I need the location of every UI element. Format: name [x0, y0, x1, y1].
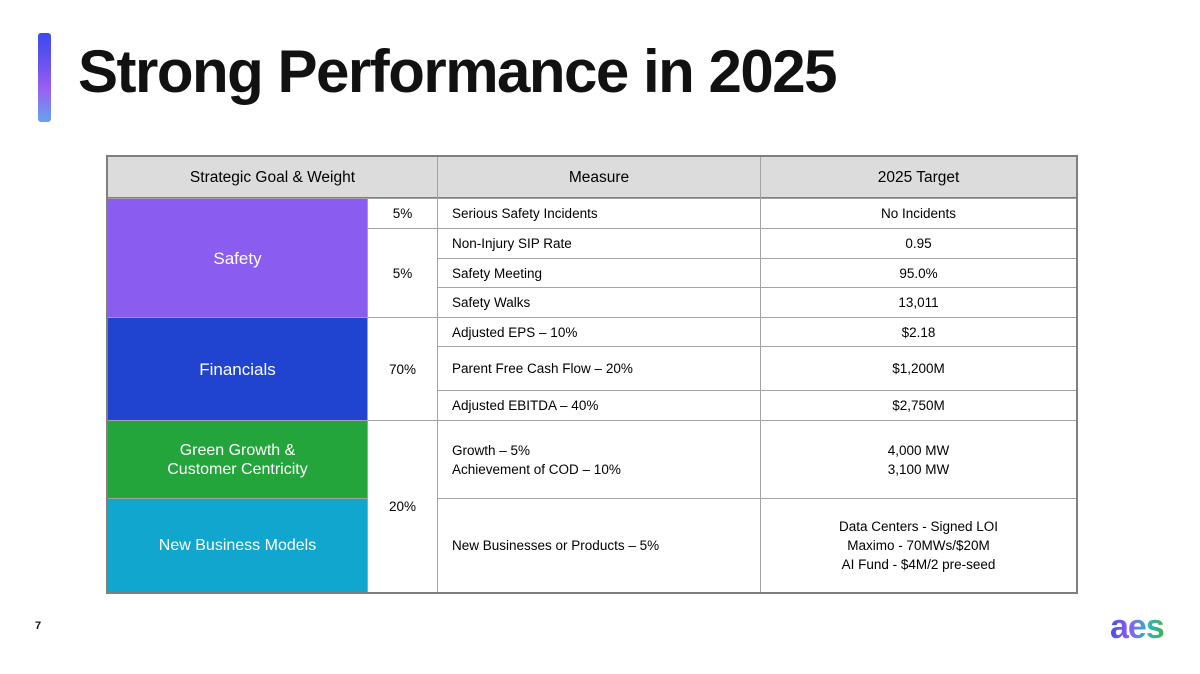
title-accent-bar [38, 33, 51, 122]
measure-cell: Non-Injury SIP Rate [438, 229, 760, 258]
goal-block-green-growth: Green Growth & Customer Centricity [108, 421, 367, 498]
measure-cell: Safety Walks [438, 288, 760, 317]
header-measure: Measure [438, 157, 760, 198]
goal-block-financials: Financials [108, 318, 367, 420]
target-cell: No Incidents [761, 199, 1076, 228]
header-strategic-goal-weight: Strategic Goal & Weight [108, 157, 437, 198]
target-cell: $2,750M [761, 391, 1076, 420]
measure-cell: Adjusted EBITDA – 40% [438, 391, 760, 420]
target-cell: 13,011 [761, 288, 1076, 317]
weight-serious-safety: 5% [368, 199, 437, 228]
performance-table: Strategic Goal & Weight Measure 2025 Tar… [106, 155, 1078, 594]
weight-safety-other: 5% [368, 229, 437, 317]
measure-cell: Serious Safety Incidents [438, 199, 760, 228]
target-cell: $1,200M [761, 347, 1076, 390]
weight-financials: 70% [368, 318, 437, 420]
measure-cell: Growth – 5% Achievement of COD – 10% [438, 421, 760, 498]
header-2025-target: 2025 Target [761, 157, 1076, 198]
page-title: Strong Performance in 2025 [78, 38, 837, 105]
measure-cell: Parent Free Cash Flow – 20% [438, 347, 760, 390]
weight-growth-nbm: 20% [368, 421, 437, 592]
target-cell: 95.0% [761, 259, 1076, 287]
target-cell: 4,000 MW 3,100 MW [761, 421, 1076, 498]
measure-cell: New Businesses or Products – 5% [438, 499, 760, 592]
target-cell: $2.18 [761, 318, 1076, 346]
target-cell: Data Centers - Signed LOI Maximo - 70MWs… [761, 499, 1076, 592]
measure-cell: Adjusted EPS – 10% [438, 318, 760, 346]
aes-logo: aes [1110, 608, 1165, 646]
page-number: 7 [35, 620, 42, 632]
goal-block-safety: Safety [108, 199, 367, 317]
target-cell: 0.95 [761, 229, 1076, 258]
goal-block-new-business-models: New Business Models [108, 499, 367, 592]
measure-cell: Safety Meeting [438, 259, 760, 287]
